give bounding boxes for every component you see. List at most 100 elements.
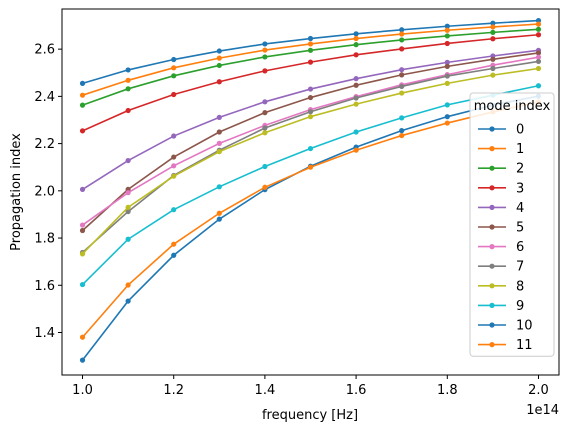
data-point — [490, 20, 496, 26]
data-point — [535, 65, 542, 72]
data-point — [125, 204, 131, 210]
data-point — [216, 114, 222, 120]
data-point — [216, 216, 222, 222]
data-point — [216, 62, 222, 69]
data-point — [444, 33, 450, 39]
legend-item: 1 — [478, 142, 524, 157]
data-point — [535, 83, 542, 89]
data-point — [353, 147, 359, 153]
legend-label: 3 — [516, 181, 524, 196]
data-point — [79, 80, 86, 86]
x-tick-label: 2.0 — [528, 383, 549, 398]
data-point — [262, 47, 268, 53]
data-point — [307, 59, 314, 65]
data-point — [262, 54, 268, 60]
x-axis-label: frequency [Hz] — [262, 408, 358, 423]
data-point — [171, 65, 177, 71]
x-tick-label: 1.4 — [255, 383, 276, 398]
data-point — [535, 58, 542, 65]
data-point — [79, 251, 86, 257]
legend-item: 9 — [478, 299, 524, 314]
legend-swatch-marker — [489, 126, 495, 132]
legend-label: 6 — [516, 240, 524, 255]
data-point — [79, 334, 86, 340]
data-point — [79, 222, 86, 228]
data-point — [353, 31, 359, 37]
data-point — [262, 110, 268, 116]
series-5 — [79, 50, 542, 234]
data-point — [79, 357, 86, 363]
data-point — [79, 227, 86, 234]
y-tick-label: 2.0 — [34, 184, 55, 199]
legend-item: 3 — [478, 181, 524, 196]
legend-item: 10 — [478, 319, 533, 334]
series-1 — [79, 21, 542, 98]
data-point — [171, 207, 177, 213]
data-point — [444, 27, 450, 33]
legend: mode index 0 1 2 3 4 5 6 7 8 9 10 11 — [469, 92, 555, 357]
data-point — [216, 129, 222, 135]
y-tick-label: 2.2 — [34, 137, 55, 152]
legend-swatch-marker — [489, 322, 495, 328]
data-point — [490, 24, 496, 30]
data-point — [444, 102, 450, 108]
x-tick-label: 1.8 — [437, 383, 458, 398]
data-point — [79, 102, 86, 108]
data-point — [307, 35, 314, 42]
legend-swatch-marker — [489, 185, 495, 191]
data-point — [353, 82, 359, 88]
x-tick-label: 1.0 — [72, 383, 93, 398]
data-point — [535, 32, 542, 38]
legend-swatch-marker — [489, 244, 495, 250]
data-point — [490, 29, 496, 35]
legend-label: 8 — [516, 279, 524, 294]
data-point — [399, 90, 405, 96]
data-point — [535, 26, 542, 32]
data-point — [353, 95, 359, 101]
y-tick-label: 1.8 — [34, 232, 55, 247]
data-point — [307, 47, 314, 53]
data-point — [490, 65, 496, 72]
data-point — [79, 186, 86, 193]
data-point — [444, 80, 450, 86]
data-point — [125, 67, 131, 73]
legend-label: 11 — [516, 338, 533, 353]
legend-label: 7 — [516, 260, 524, 275]
data-point — [307, 94, 314, 101]
data-point — [125, 107, 131, 114]
data-point — [307, 114, 314, 120]
data-point — [307, 164, 314, 170]
data-point — [171, 133, 177, 139]
data-point — [262, 130, 268, 136]
y-tick-label: 1.4 — [34, 326, 55, 341]
legend-swatch-marker — [489, 224, 495, 230]
data-point — [353, 101, 359, 107]
data-point — [535, 54, 542, 60]
data-point — [444, 40, 450, 47]
data-point — [125, 208, 131, 215]
data-point — [353, 42, 359, 48]
data-point — [125, 190, 131, 196]
data-point — [399, 46, 405, 52]
data-point — [399, 72, 405, 78]
legend-item: 5 — [478, 221, 524, 236]
plot-frame — [61, 8, 560, 376]
data-point — [262, 68, 268, 74]
legend-swatch-marker — [489, 283, 495, 289]
series-2 — [79, 26, 542, 108]
data-point — [262, 41, 268, 47]
data-point — [216, 140, 222, 146]
y-axis-label: Propagation index — [9, 133, 24, 251]
legend-swatch-marker — [489, 204, 495, 210]
data-point — [171, 91, 177, 98]
data-point — [171, 154, 177, 160]
data-point — [171, 252, 177, 258]
data-point — [125, 236, 131, 242]
data-point — [125, 157, 131, 164]
data-point — [125, 298, 131, 304]
data-point — [490, 56, 496, 62]
data-point — [535, 50, 542, 56]
series-layer — [79, 17, 542, 363]
data-point — [399, 115, 405, 121]
